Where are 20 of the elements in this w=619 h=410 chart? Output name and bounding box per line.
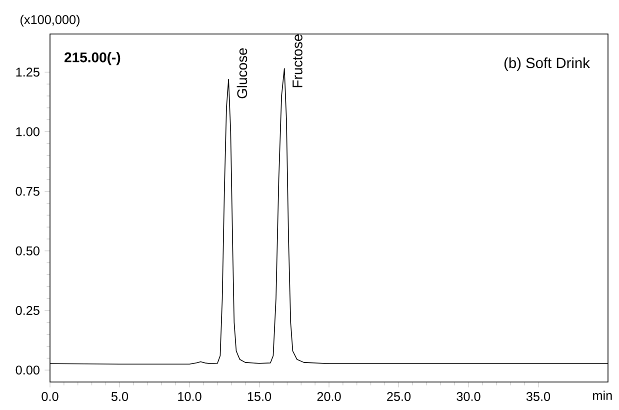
x-tick-label: 20.0 <box>317 392 341 401</box>
x-tick-label: 35.0 <box>526 392 550 401</box>
annotation: Glucose <box>236 48 248 98</box>
x-axis-title: min <box>593 390 612 400</box>
x-tick-label: 0.0 <box>42 392 58 401</box>
y-tick-label: 0.50 <box>16 246 40 256</box>
x-tick-label: 5.0 <box>111 392 128 401</box>
x-tick-label: 15.0 <box>248 392 272 401</box>
y-tick-label: 1.00 <box>16 127 40 136</box>
annotation: 215.00(-) <box>64 52 120 66</box>
y-tick-label: 0.25 <box>16 306 40 315</box>
x-tick-label: 25.0 <box>387 392 411 401</box>
annotation: (b) Soft Drink <box>504 57 590 72</box>
y-tick-label: 0.75 <box>16 186 40 196</box>
y-tick-label: 0.00 <box>16 366 40 375</box>
y-axis-title: (x100,000) <box>20 14 80 27</box>
x-tick-label: 10.0 <box>178 392 202 401</box>
x-tick-label: 30.0 <box>456 392 480 401</box>
y-tick-label: 1.25 <box>16 68 40 77</box>
annotation: Fructose <box>292 34 302 88</box>
